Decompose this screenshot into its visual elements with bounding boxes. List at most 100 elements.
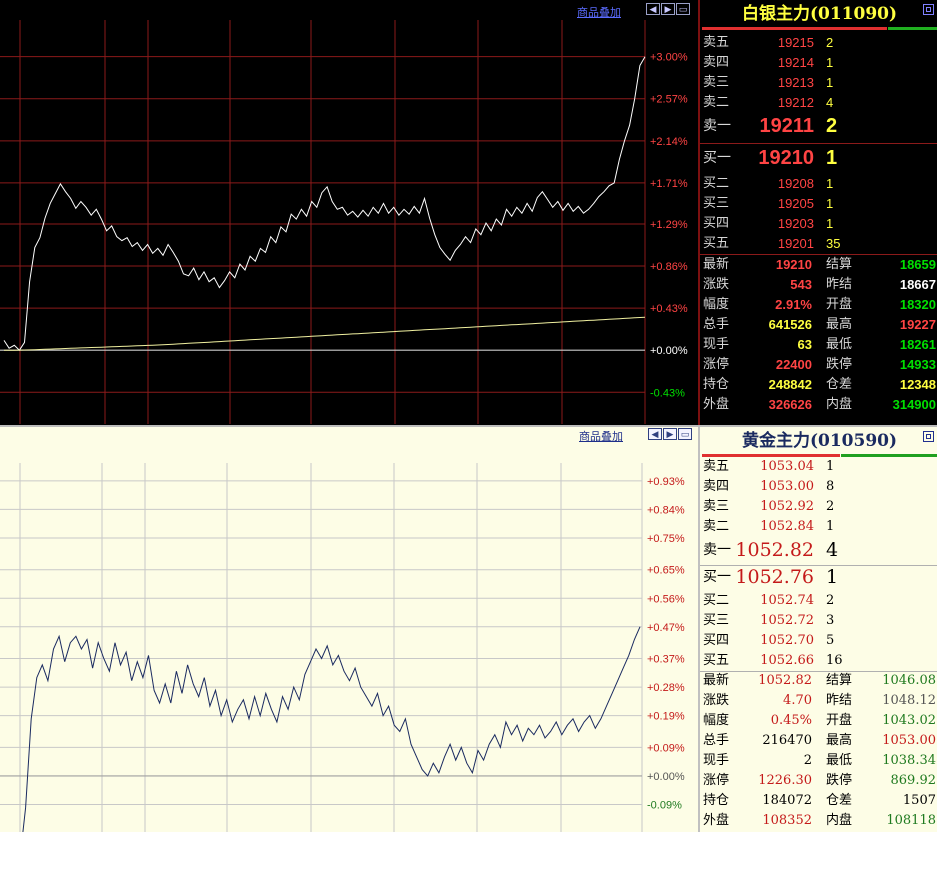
bid-level-row[interactable]: 买四 1052.70 5 — [700, 631, 937, 651]
stat-value: 18320 — [899, 297, 936, 312]
stat-row[interactable]: 幅度 0.45% 开盘 1043.02 — [700, 711, 937, 731]
stat-value: 1507 — [902, 793, 936, 808]
ask-volume: 4 — [826, 539, 839, 561]
stat-value: 108352 — [762, 813, 812, 828]
stat-label: 内盘 — [826, 813, 853, 828]
y-tick-label: +1.71% — [650, 178, 688, 190]
stat-row[interactable]: 持仓 248842 仓差 12348 — [700, 375, 937, 395]
gold-chart-area[interactable]: +0.93% +0.84% +0.75% +0.65% +0.56% +0.47% +0.3… — [0, 427, 698, 832]
stat-row[interactable]: 涨停 1226.30 跌停 869.92 — [700, 771, 937, 791]
bid-level-row[interactable]: 买五 1052.66 16 — [700, 651, 937, 671]
stat-row[interactable]: 最新 1052.82 结算 1046.08 — [700, 671, 937, 691]
bid-level-row[interactable]: 买二 1052.74 2 — [700, 591, 937, 611]
ask-level-row[interactable]: 卖二 19212 4 — [700, 93, 937, 113]
stat-value: 18261 — [899, 337, 936, 352]
gold-intraday-chart[interactable]: +0.93% +0.84% +0.75% +0.65% +0.56% +0.47% +0.3… — [0, 427, 698, 832]
y-tick-label: +0.86% — [650, 261, 688, 273]
restore-icon[interactable] — [923, 431, 934, 442]
bid-level-row[interactable]: 买一 1052.76 1 — [700, 567, 937, 587]
ask-level-label: 卖一 — [703, 542, 731, 558]
stat-value: 1046.08 — [882, 673, 936, 688]
y-tick-label: +0.43% — [650, 303, 688, 315]
stat-label: 总手 — [703, 317, 730, 332]
bid-level-label: 买四 — [703, 633, 730, 648]
stat-label: 开盘 — [826, 297, 853, 312]
ask-level-row[interactable]: 卖五 1053.04 1 — [700, 457, 937, 477]
ask-level-label: 卖一 — [703, 118, 731, 134]
stat-label: 总手 — [703, 733, 730, 748]
grid: +3.00% +2.57% +2.14% +1.71% +1.29% +0.86% +0.4… — [0, 20, 688, 424]
stat-row[interactable]: 最新 19210 结算 18659 — [700, 255, 937, 275]
window-icon[interactable]: ▭ — [678, 428, 692, 440]
ask-level-row[interactable]: 卖三 19213 1 — [700, 73, 937, 93]
overlay-products-link[interactable]: 商品叠加 — [577, 6, 621, 19]
stat-label: 幅度 — [703, 713, 730, 728]
ask-price: 19213 — [777, 75, 814, 90]
stat-label: 内盘 — [826, 397, 853, 412]
stat-row[interactable]: 外盘 108352 内盘 108118 — [700, 811, 937, 831]
ask-level-row[interactable]: 卖二 1052.84 1 — [700, 517, 937, 537]
stat-label: 持仓 — [703, 377, 730, 392]
stat-row[interactable]: 涨停 22400 跌停 14933 — [700, 355, 937, 375]
bid-level-row[interactable]: 买二 19208 1 — [700, 174, 937, 194]
bid-ask-bar-red — [702, 27, 887, 30]
ask-level-row[interactable]: 卖四 19214 1 — [700, 53, 937, 73]
arrow-left-icon[interactable]: ◀ — [646, 3, 660, 15]
silver-intraday-chart[interactable]: +3.00% +2.57% +2.14% +1.71% +1.29% +0.86% +0.4… — [0, 0, 698, 425]
bid-price: 19210 — [758, 147, 814, 169]
panel-separator — [0, 425, 937, 427]
window-icon[interactable]: ▭ — [676, 3, 690, 15]
stat-row[interactable]: 总手 641526 最高 19227 — [700, 315, 937, 335]
overlay-products-link[interactable]: 商品叠加 — [579, 430, 623, 443]
stat-value: 0.45% — [770, 713, 812, 728]
ask-volume: 2 — [826, 499, 835, 514]
price-line — [3, 56, 646, 351]
silver-chart-area[interactable]: +3.00% +2.57% +2.14% +1.71% +1.29% +0.86% +0.4… — [0, 0, 698, 425]
ask-level-row[interactable]: 卖五 19215 2 — [700, 33, 937, 53]
stat-value: 1052.82 — [758, 673, 812, 688]
stat-label: 最新 — [703, 673, 730, 688]
ask-price: 1052.82 — [735, 539, 814, 561]
ask-level-row[interactable]: 卖一 19211 2 — [700, 116, 937, 136]
arrow-left-icon[interactable]: ◀ — [648, 428, 662, 440]
bid-level-label: 买三 — [703, 613, 730, 628]
stat-row[interactable]: 现手 63 最低 18261 — [700, 335, 937, 355]
bid-ask-bar-red — [702, 454, 840, 457]
stat-row[interactable]: 现手 2 最低 1038.34 — [700, 751, 937, 771]
stat-value: 12348 — [899, 377, 936, 392]
bid-level-row[interactable]: 买三 1052.72 3 — [700, 611, 937, 631]
stat-row[interactable]: 涨跌 543 昨结 18667 — [700, 275, 937, 295]
bid-ask-bar-green — [888, 27, 937, 30]
average-price-line — [4, 316, 646, 351]
bid-volume: 1 — [826, 566, 839, 588]
bid-level-row[interactable]: 买四 19203 1 — [700, 214, 937, 234]
stat-row[interactable]: 涨跌 4.70 昨结 1048.12 — [700, 691, 937, 711]
bid-level-row[interactable]: 买一 19210 1 — [700, 148, 937, 168]
arrow-right-icon[interactable]: ▶ — [661, 3, 675, 15]
ask-level-label: 卖四 — [703, 479, 730, 494]
gold-panel: +0.93% +0.84% +0.75% +0.65% +0.56% +0.47% +0.3… — [0, 427, 937, 832]
stat-value: 1043.02 — [882, 713, 936, 728]
restore-icon[interactable] — [923, 4, 934, 15]
stat-row[interactable]: 总手 216470 最高 1053.00 — [700, 731, 937, 751]
stat-label: 昨结 — [826, 693, 853, 708]
bid-level-label: 买四 — [703, 216, 730, 231]
grid: +0.93% +0.84% +0.75% +0.65% +0.56% +0.47% +0.3… — [0, 463, 685, 832]
y-tick-label: +0.19% — [647, 711, 685, 723]
stat-label: 昨结 — [826, 277, 853, 292]
ask-level-row[interactable]: 卖三 1052.92 2 — [700, 497, 937, 517]
ask-level-row[interactable]: 卖四 1053.00 8 — [700, 477, 937, 497]
stat-row[interactable]: 持仓 184072 仓差 1507 — [700, 791, 937, 811]
stat-row[interactable]: 幅度 2.91% 开盘 18320 — [700, 295, 937, 315]
bid-level-row[interactable]: 买三 19205 1 — [700, 194, 937, 214]
stat-label: 最高 — [826, 733, 853, 748]
y-tick-label: +0.28% — [647, 682, 685, 694]
bid-level-row[interactable]: 买五 19201 35 — [700, 234, 937, 254]
bid-volume: 1 — [826, 176, 834, 191]
ask-level-row[interactable]: 卖一 1052.82 4 — [700, 540, 937, 560]
arrow-right-icon[interactable]: ▶ — [663, 428, 677, 440]
stat-row[interactable]: 外盘 326626 内盘 314900 — [700, 395, 937, 415]
stat-value: 184072 — [762, 793, 812, 808]
bid-level-label: 买三 — [703, 196, 730, 211]
stat-value: 1048.12 — [882, 693, 936, 708]
